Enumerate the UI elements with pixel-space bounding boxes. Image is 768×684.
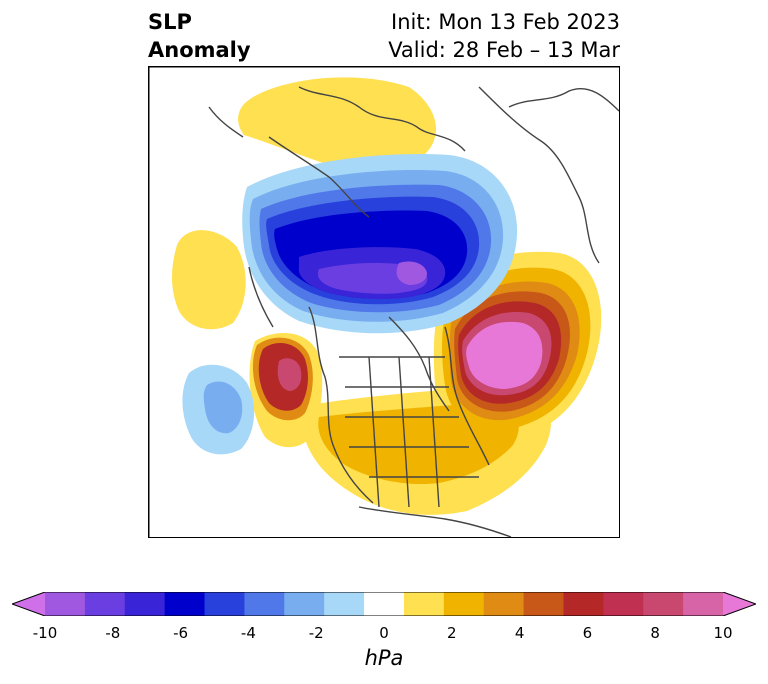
colorbar-tick-label: 2 — [447, 624, 457, 642]
colorbar-tick-label: -2 — [308, 624, 324, 642]
anomaly-neg-pacific-core — [203, 381, 243, 434]
colorbar-tick-label: 6 — [582, 624, 593, 642]
colorbar-segment — [324, 592, 365, 616]
colorbar-segment — [643, 592, 684, 616]
colorbar-segment — [523, 592, 564, 616]
anomaly-pos-north-pacific — [172, 230, 246, 330]
colorbar-segment — [603, 592, 644, 616]
colorbar-segments — [12, 592, 756, 616]
anomaly-pos-westcoast-core — [277, 358, 302, 391]
colorbar — [12, 592, 756, 616]
colorbar-segment — [84, 592, 126, 616]
colorbar-tick-label: -10 — [32, 624, 58, 642]
title-right: Init: Mon 13 Feb 2023 Valid: 28 Feb – 13… — [388, 8, 620, 64]
colorbar-tick-label: -6 — [173, 624, 189, 642]
colorbar-segment — [164, 592, 206, 616]
colorbar-segment — [124, 592, 166, 616]
colorbar-segment — [483, 592, 525, 616]
colorbar-tick-label: -4 — [240, 624, 256, 642]
colorbar-tick-label: 10 — [713, 624, 733, 642]
colorbar-tick-label: -8 — [105, 624, 121, 642]
map-panel — [148, 66, 620, 538]
anomaly-pos-northwest — [238, 77, 436, 172]
colorbar-extend-low — [12, 592, 45, 616]
colorbar-segment — [443, 592, 485, 616]
slp-anomaly-map — [149, 67, 619, 537]
colorbar-segment — [284, 592, 325, 616]
colorbar-extend-high — [723, 592, 756, 616]
coastlines — [208, 86, 619, 537]
colorbar-segment — [364, 592, 405, 616]
anomaly-pos-atlantic-core — [466, 321, 543, 389]
colorbar-segment — [204, 592, 245, 616]
title-anomaly: Anomaly — [148, 38, 251, 62]
title-slp: SLP — [148, 10, 192, 34]
colorbar-unit-label: hPa — [364, 646, 404, 670]
colorbar-segment — [403, 592, 445, 616]
colorbar-tick-label: 0 — [379, 624, 389, 642]
colorbar-segment — [563, 592, 604, 616]
init-date: Init: Mon 13 Feb 2023 — [391, 10, 620, 34]
colorbar-segment — [45, 592, 86, 616]
colorbar-segment — [244, 592, 285, 616]
anomaly-pos-north-america-mid — [318, 403, 519, 485]
valid-range: Valid: 28 Feb – 13 Mar — [388, 38, 620, 62]
colorbar-tick-label: 4 — [514, 624, 525, 642]
title-left: SLP Anomaly — [148, 8, 251, 64]
colorbar-segment — [683, 592, 724, 616]
colorbar-tick-label: 8 — [650, 624, 660, 642]
anomaly-neg-arctic-core — [396, 261, 427, 285]
